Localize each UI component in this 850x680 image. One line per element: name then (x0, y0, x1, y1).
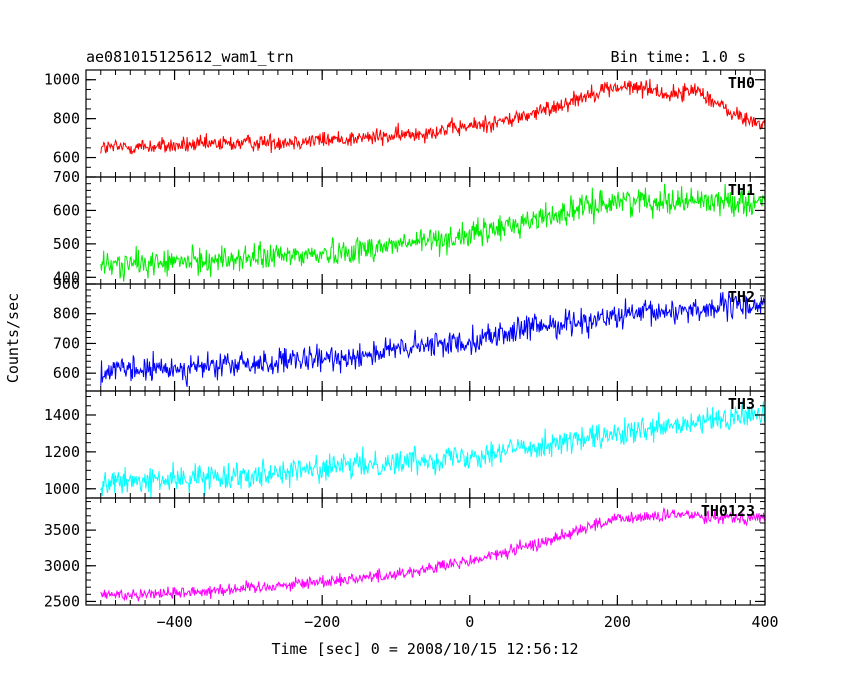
y-tick-label: 1200 (44, 443, 80, 461)
series-line-th0123 (100, 506, 765, 602)
y-tick-label: 400 (53, 268, 80, 286)
y-tick-label: 900 (53, 275, 80, 293)
y-tick-label: 600 (53, 201, 80, 219)
panel-frame (85, 390, 766, 499)
x-tick-label: −200 (304, 613, 340, 631)
panel-frame (85, 176, 766, 285)
y-tick-label: 700 (53, 168, 80, 186)
panel-name-label: TH2 (728, 288, 755, 306)
plot-title: ae081015125612_wam1_trn (86, 48, 294, 66)
bin-time-label: Bin time: 1.0 s (611, 48, 746, 66)
y-tick-label: 600 (53, 364, 80, 382)
panel-name-label: TH0123 (701, 502, 755, 520)
series-line-th1 (100, 183, 765, 282)
y-tick-label: 3000 (44, 557, 80, 575)
x-axis-label: Time [sec] 0 = 2008/10/15 12:56:12 (271, 640, 578, 658)
y-tick-label: 700 (53, 334, 80, 352)
y-tick-label: 800 (53, 305, 80, 323)
panel-th0: 600 800 1000 TH0 (44, 69, 766, 178)
y-tick-label: 2500 (44, 592, 80, 610)
y-tick-label: 1400 (44, 406, 80, 424)
x-tick-label: 200 (604, 613, 631, 631)
panel-th0123: 2500 3000 3500 TH0123 −400 −200 0 200 400 (44, 497, 779, 631)
x-tick-label: 400 (751, 613, 778, 631)
panel-name-label: TH0 (728, 74, 755, 92)
x-tick-label: −400 (157, 613, 193, 631)
panel-frame (85, 69, 766, 178)
panel-th3: 1000 1200 1400 TH3 (44, 390, 766, 499)
y-tick-label: 800 (53, 110, 80, 128)
y-axis-label: Counts/sec (4, 293, 22, 383)
series-line-th3 (100, 401, 765, 498)
y-tick-label: 3500 (44, 521, 80, 539)
y-tick-label: 500 (53, 235, 80, 253)
y-tick-label: 1000 (44, 480, 80, 498)
panel-th1: 400 500 600 700 TH1 (53, 168, 766, 286)
panel-th2: 600 700 800 900 TH2 (53, 275, 766, 392)
x-tick-label: 0 (465, 613, 474, 631)
panel-name-label: TH3 (728, 395, 755, 413)
panel-name-label: TH1 (728, 181, 755, 199)
y-tick-label: 1000 (44, 71, 80, 89)
series-line-th0 (100, 78, 765, 155)
y-tick-label: 600 (53, 149, 80, 167)
series-line-th2 (100, 291, 765, 388)
